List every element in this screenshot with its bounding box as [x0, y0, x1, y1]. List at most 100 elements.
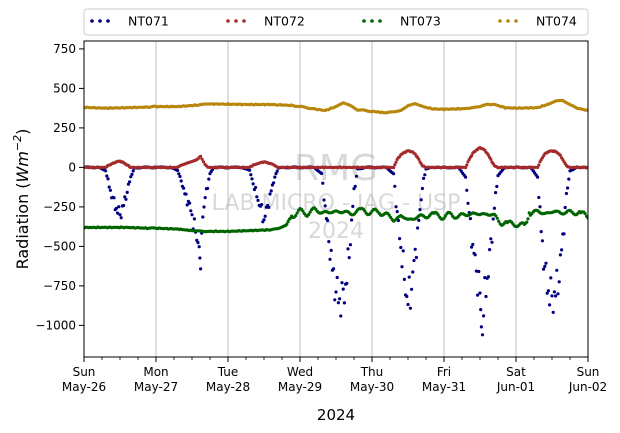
data-point: [334, 290, 338, 294]
data-point: [339, 314, 343, 318]
x-tick-label-date: Jun-01: [496, 380, 535, 394]
data-point: [348, 243, 352, 247]
data-point: [471, 242, 475, 247]
data-point: [119, 216, 123, 220]
data-point: [333, 298, 337, 302]
data-point: [465, 163, 469, 167]
legend-label: NT071: [128, 14, 169, 29]
data-point: [548, 303, 552, 307]
data-point: [566, 186, 570, 190]
y-tick-label: −1000: [35, 318, 76, 332]
data-point: [563, 205, 567, 210]
data-point: [387, 213, 391, 217]
data-point: [488, 248, 492, 252]
data-point: [473, 253, 477, 257]
x-tick-label-day: Sat: [506, 365, 526, 379]
data-point: [557, 280, 561, 284]
data-point: [308, 210, 312, 214]
data-point: [192, 217, 196, 221]
data-point: [413, 247, 417, 251]
legend-item-nt073: NT073: [362, 14, 441, 29]
data-point: [414, 255, 418, 260]
x-axis-label: 2024: [317, 406, 355, 424]
data-point: [332, 267, 336, 271]
data-point: [124, 197, 128, 201]
data-point: [198, 256, 202, 260]
data-point: [323, 204, 327, 208]
data-point: [321, 181, 325, 185]
y-axis-label-exponent: −2: [11, 135, 24, 151]
data-point: [408, 306, 412, 310]
legend: NT071 NT072 NT073 NT074: [83, 8, 589, 36]
y-tick-label: 250: [53, 121, 76, 135]
data-point: [479, 308, 483, 312]
y-axis-label-unit: Wm: [13, 151, 32, 182]
data-point: [539, 230, 543, 234]
x-tick-label-date: May-29: [278, 380, 322, 394]
legend-frame: [83, 8, 589, 36]
data-point: [489, 157, 493, 161]
data-point: [562, 232, 566, 236]
data-point: [423, 173, 427, 177]
x-tick-label-date: May-31: [422, 380, 466, 394]
legend-marker: [234, 19, 238, 23]
data-point: [556, 292, 560, 296]
legend-item-nt071: NT071: [90, 14, 169, 29]
data-point: [341, 287, 345, 291]
data-point: [286, 220, 290, 224]
legend-label: NT074: [536, 14, 577, 29]
series-nt072: [84, 146, 588, 170]
data-point: [182, 186, 186, 190]
data-point: [131, 169, 135, 173]
data-point: [106, 177, 110, 181]
data-point: [251, 182, 255, 186]
y-axis-label: Radiation (Wm−2): [11, 129, 32, 270]
data-point: [400, 265, 404, 269]
data-point: [268, 192, 272, 196]
data-point: [483, 276, 487, 280]
data-point: [412, 258, 416, 263]
data-point: [494, 191, 498, 195]
data-point: [263, 214, 267, 218]
data-point: [200, 157, 204, 161]
data-point: [549, 276, 553, 280]
x-tick-label-date: May-26: [62, 380, 106, 394]
data-point: [393, 163, 397, 167]
data-point: [126, 182, 130, 186]
data-point: [201, 160, 206, 164]
data-point: [329, 248, 333, 252]
data-point: [301, 209, 305, 213]
data-point: [494, 214, 498, 218]
data-point: [275, 169, 279, 173]
data-point: [395, 210, 399, 214]
watermark-line-3: 2024: [308, 219, 364, 244]
data-point: [347, 256, 351, 260]
legend-marker: [370, 19, 374, 23]
data-point: [176, 168, 180, 173]
data-point: [476, 293, 480, 297]
data-point: [394, 160, 398, 164]
data-point: [418, 208, 422, 212]
data-point: [419, 198, 423, 202]
data-point: [189, 209, 193, 213]
data-point: [327, 240, 331, 244]
x-tick-label-date: Jun-02: [568, 380, 607, 394]
data-point: [338, 297, 342, 301]
data-point: [188, 201, 192, 205]
data-point: [536, 175, 540, 179]
data-point: [560, 248, 564, 252]
data-point: [272, 181, 276, 185]
data-point: [108, 188, 112, 192]
data-point: [254, 185, 258, 190]
data-point: [401, 249, 405, 253]
x-tick-label-day: Sun: [73, 365, 96, 379]
data-point: [544, 261, 548, 265]
data-point: [402, 277, 406, 281]
data-point: [345, 281, 349, 285]
data-point: [185, 203, 189, 207]
data-point: [118, 213, 122, 217]
data-point: [392, 172, 396, 176]
data-point: [468, 217, 472, 221]
data-point: [199, 267, 203, 271]
data-point: [417, 157, 421, 161]
